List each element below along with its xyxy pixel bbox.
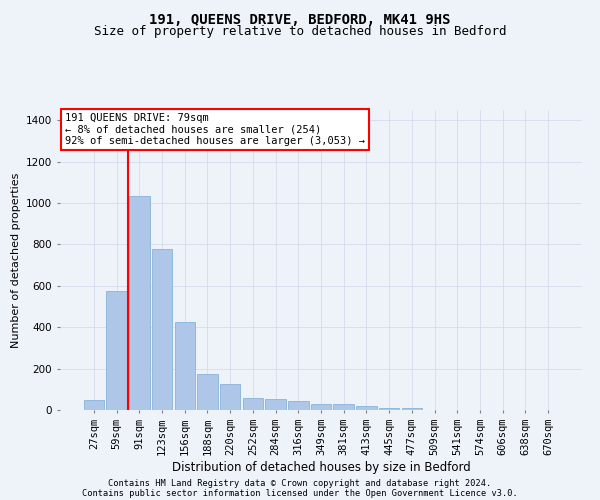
Bar [106, 291, 127, 410]
Bar [84, 400, 104, 410]
Text: 191, QUEENS DRIVE, BEDFORD, MK41 9HS: 191, QUEENS DRIVE, BEDFORD, MK41 9HS [149, 12, 451, 26]
Text: Contains public sector information licensed under the Open Government Licence v3: Contains public sector information licen… [82, 488, 518, 498]
Bar [311, 404, 331, 410]
Bar [175, 322, 195, 410]
Text: Contains HM Land Registry data © Crown copyright and database right 2024.: Contains HM Land Registry data © Crown c… [109, 478, 491, 488]
Bar [220, 384, 241, 410]
Bar [242, 398, 263, 410]
X-axis label: Distribution of detached houses by size in Bedford: Distribution of detached houses by size … [172, 460, 470, 473]
Bar [379, 408, 400, 410]
Text: 191 QUEENS DRIVE: 79sqm
← 8% of detached houses are smaller (254)
92% of semi-de: 191 QUEENS DRIVE: 79sqm ← 8% of detached… [65, 113, 365, 146]
Bar [288, 400, 308, 410]
Text: Size of property relative to detached houses in Bedford: Size of property relative to detached ho… [94, 25, 506, 38]
Y-axis label: Number of detached properties: Number of detached properties [11, 172, 20, 348]
Bar [129, 196, 149, 410]
Bar [152, 248, 172, 410]
Bar [334, 404, 354, 410]
Bar [401, 408, 422, 410]
Bar [197, 374, 218, 410]
Bar [356, 406, 377, 410]
Bar [265, 398, 286, 410]
